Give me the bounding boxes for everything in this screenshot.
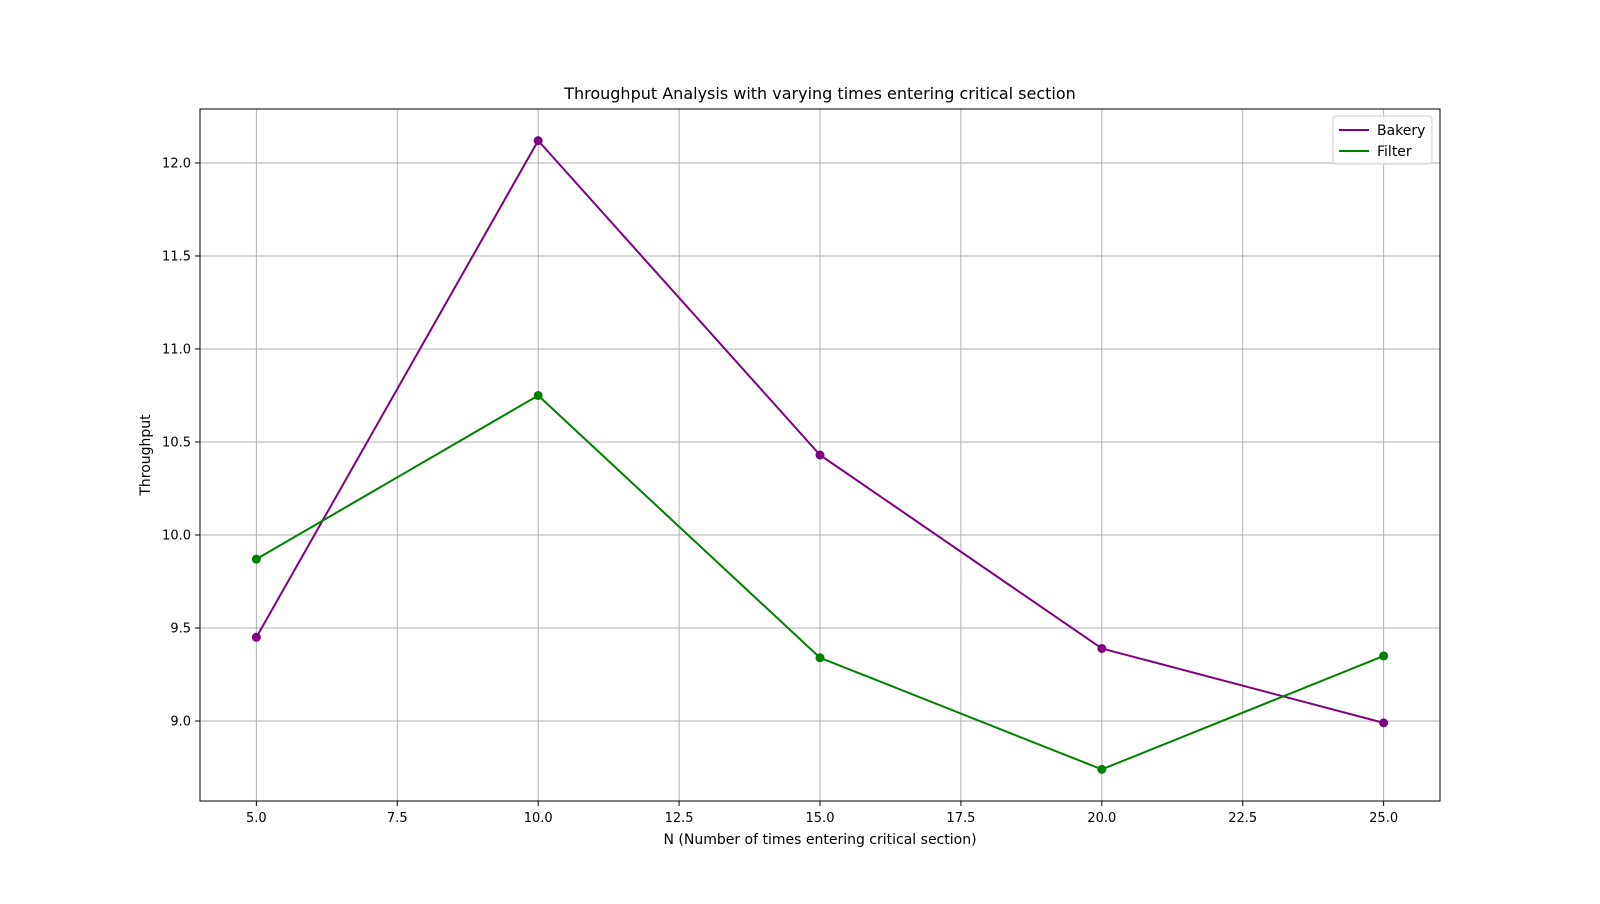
data-point-filter [251, 554, 261, 564]
data-point-bakery [1097, 643, 1107, 653]
y-tick-label: 9.0 [170, 715, 191, 730]
data-point-filter [1379, 651, 1389, 661]
x-tick-label: 25.0 [1369, 811, 1398, 826]
data-point-bakery [251, 632, 261, 642]
legend-label-filter: Filter [1377, 144, 1412, 160]
data-point-filter [815, 653, 825, 663]
x-tick-label: 20.0 [1087, 811, 1116, 826]
axis-ticks: 5.0 7.5 10.0 12.5 15.0 17.5 20.0 22.5 25.0 9.0 9.5… [162, 156, 1398, 826]
series-layer [251, 136, 1389, 774]
legend: Bakery Filter [1332, 115, 1433, 165]
y-tick-label: 11.5 [162, 249, 191, 264]
data-point-filter [533, 390, 543, 400]
y-tick-label: 11.0 [162, 342, 191, 357]
x-tick-label: 15.0 [806, 811, 835, 826]
data-point-filter [1097, 764, 1107, 774]
series-bakery [251, 136, 1389, 728]
y-tick-label: 9.5 [170, 622, 191, 637]
y-tick-label: 10.0 [162, 528, 191, 543]
x-tick-label: 7.5 [387, 811, 408, 826]
x-axis-label: N (Number of times entering critical sec… [663, 832, 976, 848]
series-filter [251, 390, 1389, 774]
x-tick-label: 22.5 [1228, 811, 1257, 826]
data-point-bakery [815, 450, 825, 460]
x-tick-label: 10.0 [524, 811, 553, 826]
grid-lines [200, 109, 1440, 801]
chart-title: Throughput Analysis with varying times e… [563, 84, 1076, 103]
y-tick-label: 10.5 [162, 435, 191, 450]
legend-items: Bakery Filter [1339, 123, 1425, 160]
x-tick-label: 17.5 [946, 811, 975, 826]
data-point-bakery [533, 136, 543, 146]
y-tick-label: 12.0 [162, 156, 191, 171]
x-tick-label: 5.0 [246, 811, 267, 826]
x-tick-label: 12.5 [665, 811, 694, 826]
y-axis-label: Throughput [138, 414, 154, 497]
data-point-bakery [1379, 718, 1389, 728]
legend-label-bakery: Bakery [1377, 123, 1425, 139]
